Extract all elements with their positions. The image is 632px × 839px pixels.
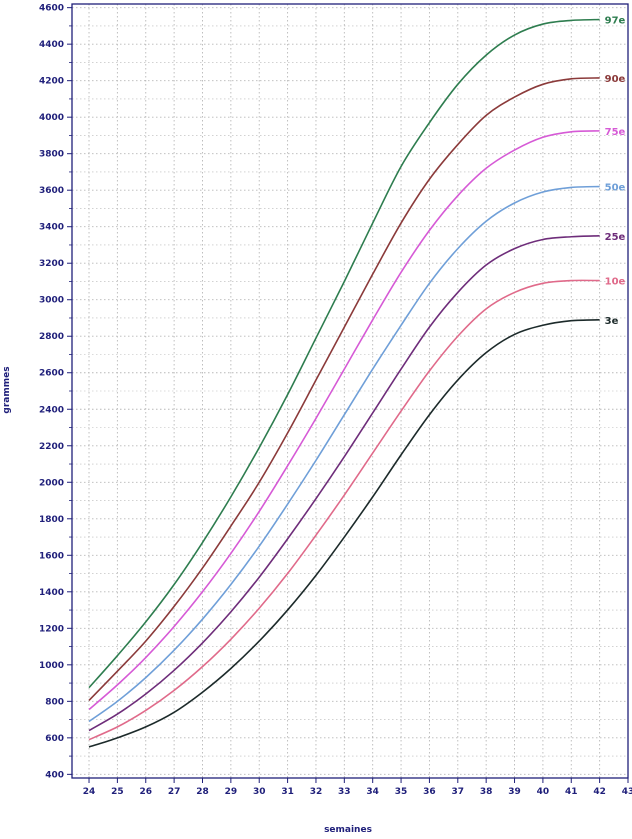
x-tick-label: 42 — [593, 787, 606, 797]
y-tick-label: 600 — [45, 734, 64, 744]
y-tick-label: 1600 — [39, 551, 64, 561]
series-line-97e — [88, 18, 600, 689]
x-axis-title: semaines — [324, 825, 372, 835]
y-axis-title: grammes — [2, 366, 12, 413]
x-tick-label: 31 — [281, 787, 294, 797]
series-label-90e: 90e — [605, 74, 626, 85]
y-tick-label: 800 — [45, 697, 64, 707]
series-label-97e: 97e — [605, 16, 626, 27]
x-tick-label: 26 — [139, 787, 152, 797]
series-line-75e — [88, 130, 600, 711]
y-tick-label: 2800 — [39, 332, 64, 342]
y-tick-label: 2000 — [39, 478, 64, 488]
series-label-50e: 50e — [605, 183, 626, 194]
y-tick-label: 3800 — [39, 150, 64, 160]
y-tick-label: 4200 — [39, 77, 64, 87]
series-line-50e — [88, 185, 600, 723]
y-tick-label: 3400 — [39, 223, 64, 233]
y-tick-label: 1200 — [39, 624, 64, 634]
series-lines — [88, 18, 600, 748]
x-tick-label: 40 — [537, 787, 550, 797]
x-tick-label: 37 — [452, 787, 465, 797]
x-tick-label: 38 — [480, 787, 493, 797]
y-tick-label: 1400 — [39, 588, 64, 598]
series-line-90e — [88, 77, 600, 701]
x-tick-label: 29 — [225, 787, 238, 797]
series-label-75e: 75e — [605, 127, 626, 138]
y-tick-label: 3600 — [39, 186, 64, 196]
x-tick-label: 24 — [83, 787, 96, 797]
x-tick-label: 43 — [622, 787, 632, 797]
x-tick-label: 35 — [395, 787, 408, 797]
x-tick-label: 27 — [168, 787, 181, 797]
x-tick-label: 41 — [565, 787, 578, 797]
series-line-25e — [88, 235, 600, 732]
x-tick-label: 32 — [310, 787, 323, 797]
series-label-25e: 25e — [605, 232, 626, 243]
y-tick-label: 1000 — [39, 661, 64, 671]
y-tick-label: 2200 — [39, 442, 64, 452]
y-axis-ticks: 400 600 800 1000 1200 1400 1600 1800 2000 2200 240… — [39, 4, 72, 780]
x-tick-label: 36 — [423, 787, 436, 797]
x-tick-label: 30 — [253, 787, 266, 797]
series-label-10e: 10e — [605, 277, 626, 288]
y-tick-label: 4600 — [39, 4, 64, 14]
x-axis-ticks: 24 25 26 27 28 29 30 31 32 33 34 35 36 37 38 39 40 41 42 43 — [83, 778, 632, 797]
series-line-3e — [88, 319, 600, 748]
y-tick-label: 4400 — [39, 40, 64, 50]
x-tick-label: 25 — [111, 787, 124, 797]
x-tick-label: 33 — [338, 787, 351, 797]
series-line-10e — [88, 279, 600, 741]
series-labels: 97e 90e 75e 50e 25e 10e 3e — [605, 16, 626, 327]
x-tick-label: 28 — [196, 787, 209, 797]
y-tick-label: 4000 — [39, 113, 64, 123]
series-label-3e: 3e — [605, 316, 619, 327]
x-tick-label: 34 — [366, 787, 379, 797]
grid — [72, 4, 629, 778]
y-tick-label: 2400 — [39, 405, 64, 415]
y-tick-label: 3000 — [39, 296, 64, 306]
y-tick-label: 3200 — [39, 259, 64, 269]
x-tick-label: 39 — [508, 787, 521, 797]
y-tick-label: 2600 — [39, 369, 64, 379]
y-tick-label: 400 — [45, 770, 64, 780]
y-tick-label: 1800 — [39, 515, 64, 525]
